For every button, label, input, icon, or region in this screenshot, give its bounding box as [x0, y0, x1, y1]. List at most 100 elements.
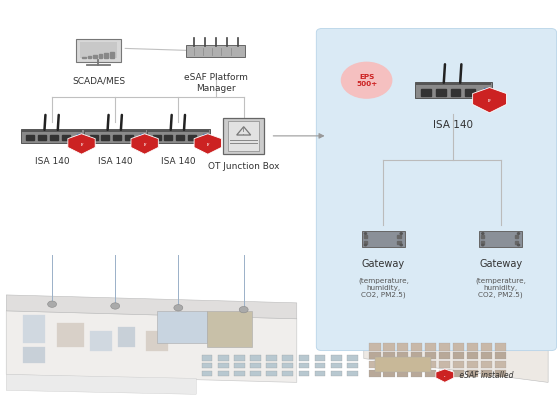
Bar [495, 352, 506, 359]
Bar [481, 370, 492, 377]
Bar [38, 135, 46, 140]
Bar [315, 355, 325, 361]
Bar [315, 363, 325, 369]
Bar [298, 355, 309, 361]
Bar [203, 134, 208, 138]
Circle shape [482, 244, 484, 246]
Bar [411, 370, 422, 377]
Bar [467, 352, 478, 359]
Text: EPS
500+: EPS 500+ [356, 74, 377, 87]
Bar [250, 371, 261, 376]
Bar [384, 370, 394, 377]
Bar [23, 347, 45, 363]
FancyBboxPatch shape [228, 121, 259, 151]
Bar [439, 352, 450, 359]
Bar [267, 363, 277, 369]
Bar [90, 331, 113, 351]
Circle shape [111, 303, 120, 309]
Bar [113, 135, 121, 140]
Bar [370, 361, 381, 368]
Bar [515, 241, 518, 244]
Bar [411, 344, 422, 351]
Bar [118, 327, 135, 347]
Bar [331, 371, 342, 376]
Bar [484, 88, 489, 93]
Bar [481, 241, 484, 244]
Bar [125, 135, 133, 140]
Text: ISA 140: ISA 140 [98, 157, 133, 166]
Bar [157, 311, 207, 343]
FancyBboxPatch shape [147, 129, 210, 143]
Bar [218, 355, 228, 361]
Polygon shape [194, 134, 221, 154]
FancyBboxPatch shape [186, 45, 245, 57]
FancyBboxPatch shape [83, 129, 147, 143]
Bar [23, 315, 45, 343]
Bar [384, 344, 394, 351]
Bar [398, 241, 400, 244]
Bar [176, 135, 184, 140]
Polygon shape [131, 134, 158, 154]
Bar [267, 355, 277, 361]
Bar [481, 235, 484, 238]
Bar [234, 355, 245, 361]
Circle shape [482, 233, 484, 234]
Text: ISA 140: ISA 140 [35, 157, 69, 166]
Polygon shape [473, 87, 506, 113]
Bar [467, 344, 478, 351]
FancyBboxPatch shape [223, 118, 264, 154]
Bar [57, 323, 85, 347]
Bar [250, 355, 261, 361]
Bar [207, 311, 252, 347]
Bar [481, 344, 492, 351]
Polygon shape [6, 295, 297, 319]
Bar [298, 363, 309, 369]
FancyBboxPatch shape [76, 39, 121, 62]
Text: F: F [80, 143, 83, 147]
Bar [481, 352, 492, 359]
Circle shape [342, 62, 392, 98]
Bar [397, 352, 408, 359]
Circle shape [400, 233, 402, 234]
Bar [110, 52, 114, 58]
Bar [411, 352, 422, 359]
Bar [141, 134, 144, 138]
FancyBboxPatch shape [21, 129, 83, 143]
Bar [453, 361, 464, 368]
Bar [87, 56, 91, 58]
Bar [495, 361, 506, 368]
Bar [453, 352, 464, 359]
Text: OT Junction Box: OT Junction Box [208, 162, 279, 171]
Bar [331, 363, 342, 369]
FancyBboxPatch shape [316, 28, 557, 351]
Bar [425, 370, 436, 377]
Bar [439, 344, 450, 351]
Bar [439, 361, 450, 368]
Polygon shape [6, 374, 196, 394]
Text: (temperature,
humidity,
CO2, PM2.5): (temperature, humidity, CO2, PM2.5) [358, 277, 409, 298]
Polygon shape [436, 369, 454, 382]
Bar [146, 331, 168, 351]
Bar [250, 363, 261, 369]
Bar [384, 352, 394, 359]
FancyBboxPatch shape [22, 130, 82, 132]
Circle shape [517, 244, 520, 246]
Bar [422, 89, 431, 96]
Bar [467, 361, 478, 368]
Bar [165, 135, 172, 140]
Bar [436, 89, 446, 96]
Bar [375, 357, 431, 372]
Bar [495, 344, 506, 351]
Text: F: F [143, 143, 146, 147]
Bar [234, 363, 245, 369]
Bar [26, 135, 34, 140]
Circle shape [365, 233, 367, 234]
Bar [282, 371, 293, 376]
Bar [331, 355, 342, 361]
Text: F: F [444, 376, 446, 377]
Bar [465, 89, 475, 96]
Bar [397, 361, 408, 368]
Bar [202, 363, 212, 369]
Bar [515, 235, 518, 238]
Bar [495, 370, 506, 377]
